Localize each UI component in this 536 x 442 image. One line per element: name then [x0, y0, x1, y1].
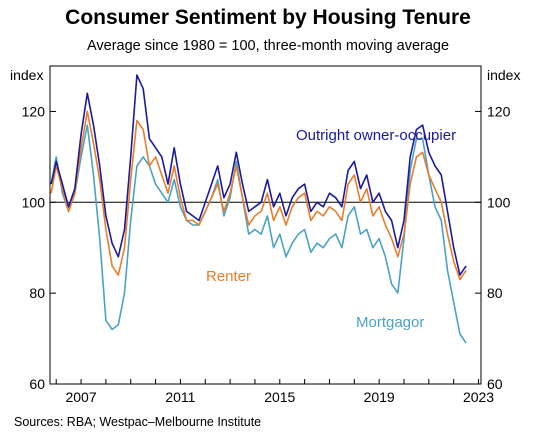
x-tick-label: 2023 — [463, 389, 494, 405]
right-y-tick-label: 80 — [487, 285, 503, 301]
x-tick-label: 2015 — [264, 389, 295, 405]
source-note: Sources: RBA; Westpac–Melbourne Institut… — [14, 415, 262, 429]
x-tick-label: 2019 — [364, 389, 395, 405]
chart-subtitle: Average since 1980 = 100, three-month mo… — [86, 38, 450, 54]
x-tick-label: 2007 — [65, 389, 96, 405]
series-line-outright-owner-occupier — [50, 74, 467, 276]
right-y-tick-label: 120 — [487, 103, 511, 119]
series-label-owner-occupier: Outright owner-occupier — [296, 127, 456, 144]
right-y-axis: 60 80 100 120 — [475, 103, 511, 392]
series-label-mortgagor: Mortgagor — [356, 314, 424, 331]
left-y-tick-label: 100 — [22, 194, 46, 210]
chart-title: Consumer Sentiment by Housing Tenure — [65, 6, 471, 29]
left-axis-unit-label: index — [10, 67, 43, 83]
right-y-tick-label: 60 — [487, 376, 503, 392]
series-label-renter: Renter — [206, 268, 251, 285]
left-y-axis: 60 80 100 120 — [22, 103, 56, 392]
series-line-renter — [50, 110, 467, 281]
x-axis: 2007 2011 2015 2019 2023 — [55, 379, 494, 405]
left-y-tick-label: 80 — [29, 285, 45, 301]
series-lines — [50, 74, 467, 344]
x-tick-label: 2011 — [165, 389, 195, 405]
plot-frame — [49, 65, 482, 385]
left-y-tick-label: 120 — [22, 103, 46, 119]
right-y-tick-label: 100 — [487, 194, 511, 210]
left-y-tick-label: 60 — [29, 376, 45, 392]
series-line-mortgagor — [50, 124, 467, 344]
right-axis-unit-label: index — [487, 67, 520, 83]
